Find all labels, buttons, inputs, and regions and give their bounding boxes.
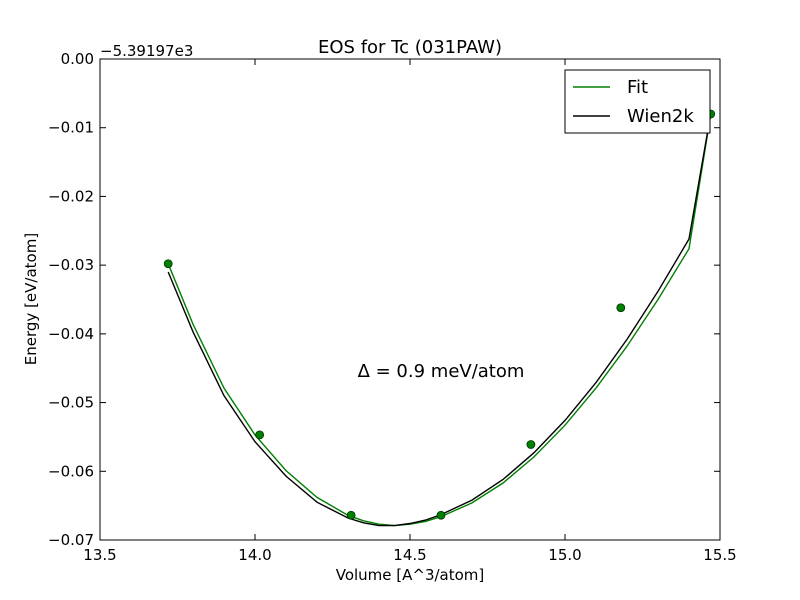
data-point bbox=[436, 510, 446, 520]
x-axis: 13.5 14.0 14.5 15.0 15.5 bbox=[83, 59, 737, 564]
data-point bbox=[616, 303, 626, 313]
x-tick-label: 15.5 bbox=[703, 546, 736, 564]
legend-box bbox=[564, 69, 711, 134]
plot-area bbox=[99, 58, 721, 541]
data-point bbox=[346, 510, 356, 520]
y-tick-label: −0.04 bbox=[48, 325, 94, 343]
x-tick-label: 13.5 bbox=[83, 546, 116, 564]
data-point bbox=[163, 259, 173, 269]
legend-label-wien2k: Wien2k bbox=[627, 106, 694, 127]
delta-annotation: Δ = 0.9 meV/atom bbox=[358, 361, 525, 382]
y-tick-label: −0.01 bbox=[48, 119, 94, 137]
y-tick-label: −0.02 bbox=[48, 187, 94, 205]
x-tick-label: 15.0 bbox=[548, 546, 581, 564]
x-tick-label: 14.5 bbox=[393, 546, 426, 564]
y-offset-label: −5.39197e3 bbox=[100, 42, 193, 60]
y-axis: 0.00 −0.01 −0.02 −0.03 −0.04 −0.05 −0.06 −0.07 bbox=[48, 50, 720, 549]
series-line-fit bbox=[167, 114, 712, 527]
data-point bbox=[255, 430, 265, 440]
x-tick-label: 14.0 bbox=[238, 546, 271, 564]
y-tick-label: −0.06 bbox=[48, 462, 94, 480]
data-point bbox=[526, 440, 536, 449]
y-tick-label: −0.07 bbox=[48, 531, 94, 549]
y-tick-label: 0.00 bbox=[61, 50, 94, 68]
legend-label-fit: Fit bbox=[627, 77, 648, 98]
y-tick-label: −0.03 bbox=[48, 256, 94, 274]
series-line-wien2k bbox=[167, 113, 712, 527]
chart-title: EOS for Tc (031PAW) bbox=[318, 37, 502, 58]
legend: Fit Wien2k bbox=[564, 69, 711, 134]
y-tick-label: −0.05 bbox=[48, 394, 94, 412]
y-axis-title: Energy [eV/atom] bbox=[22, 233, 40, 365]
x-axis-title: Volume [A^3/atom] bbox=[336, 566, 485, 584]
